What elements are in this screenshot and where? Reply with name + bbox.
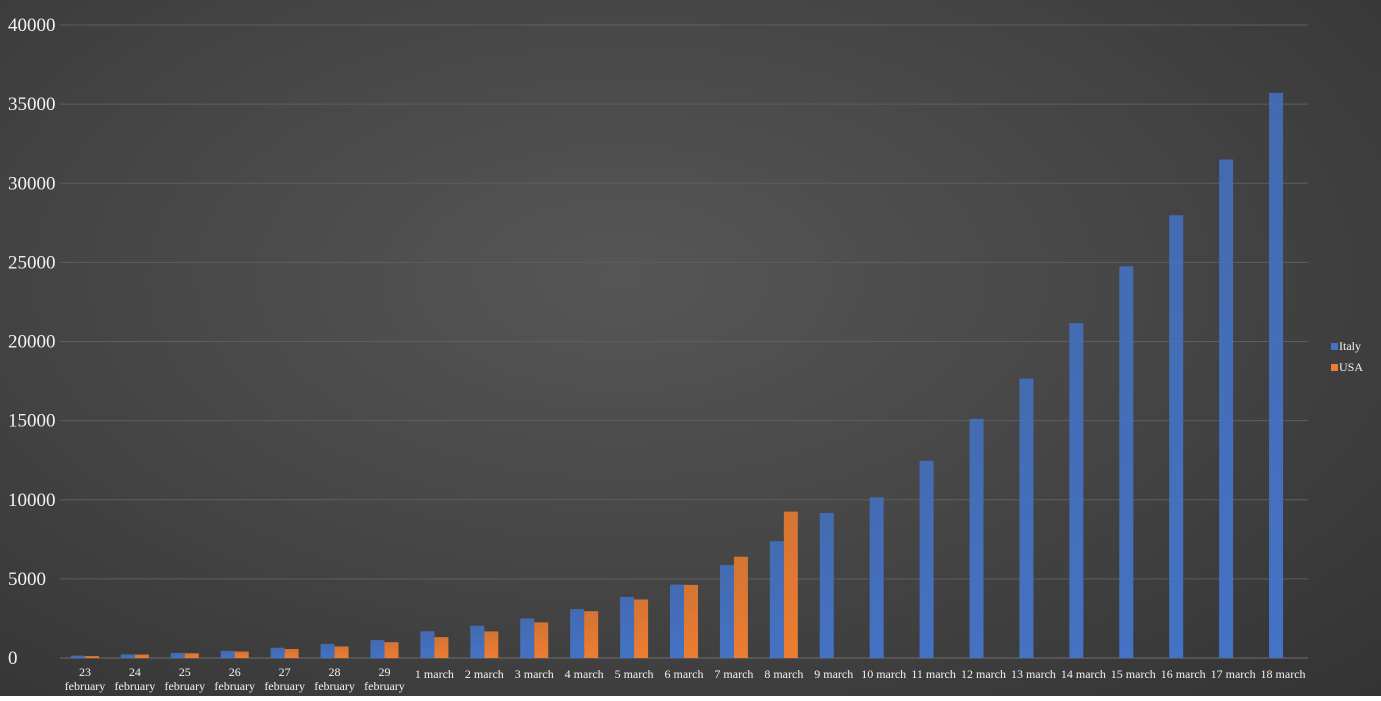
y-tick-label: 35000	[8, 94, 56, 115]
bar-italy	[919, 460, 934, 658]
bar-italy	[869, 497, 884, 658]
x-tick-label: 10 march	[861, 667, 906, 681]
bar-italy	[670, 584, 684, 658]
bar-usa	[134, 654, 149, 658]
bar-italy	[470, 625, 485, 658]
y-axis-ticks: 0 5000 10000 15000 20000 25000 30000 35000 40000	[8, 15, 56, 669]
bar-italy	[70, 655, 85, 658]
x-tick-label: 29 february	[364, 665, 405, 693]
y-tick-label: 15000	[8, 411, 56, 432]
gridlines	[60, 24, 1308, 659]
x-tick-label: 26 february	[214, 665, 255, 693]
x-tick-label: 1 march	[415, 667, 454, 681]
y-tick-label: 10000	[8, 490, 56, 511]
x-tick-label: 12 march	[961, 667, 1006, 681]
y-tick-label: 40000	[8, 15, 56, 36]
x-tick-label: 18 march	[1261, 667, 1306, 681]
bar-usa	[334, 646, 349, 658]
x-axis-ticks: 23 february 24 february 25 february 26 february…	[65, 665, 1306, 693]
bars	[70, 92, 1284, 659]
x-tick-label: 27 february	[264, 665, 305, 693]
y-tick-label: 0	[8, 648, 18, 669]
x-tick-label: 24 february	[115, 665, 156, 693]
bar-italy	[769, 541, 784, 658]
y-tick-label: 5000	[8, 569, 46, 590]
bar-italy	[270, 647, 285, 658]
y-tick-label: 25000	[8, 252, 56, 273]
bar-italy	[570, 609, 585, 658]
bar-italy	[420, 631, 435, 658]
legend-swatch-italy	[1331, 343, 1338, 350]
bar-italy	[819, 512, 834, 658]
bar-usa	[434, 637, 449, 658]
bar-italy	[220, 650, 235, 658]
x-tick-label: 9 march	[814, 667, 853, 681]
bar-usa	[733, 556, 748, 658]
bar-italy	[320, 643, 335, 658]
x-tick-label: 4 march	[565, 667, 604, 681]
y-tick-label: 20000	[8, 332, 56, 353]
bar-usa	[634, 599, 649, 658]
x-tick-label: 11 march	[911, 667, 956, 681]
x-tick-label: 13 march	[1011, 667, 1056, 681]
bar-usa	[384, 642, 399, 658]
legend-swatch-usa	[1331, 364, 1338, 371]
x-tick-label: 23 february	[65, 665, 106, 693]
bar-usa	[584, 611, 599, 658]
x-tick-label: 7 march	[714, 667, 753, 681]
bar-usa	[184, 653, 199, 658]
bar-usa	[84, 656, 99, 658]
legend: Italy USA	[1331, 339, 1363, 374]
bar-usa	[284, 648, 299, 658]
bar-usa	[234, 651, 249, 658]
bar-italy	[719, 564, 734, 658]
x-tick-label: 2 march	[465, 667, 504, 681]
x-tick-label: 3 march	[515, 667, 554, 681]
bar-italy	[620, 596, 635, 658]
bar-italy	[969, 418, 984, 658]
bar-italy	[520, 618, 535, 658]
x-tick-label: 17 march	[1211, 667, 1256, 681]
x-tick-label: 6 march	[665, 667, 704, 681]
x-tick-label: 16 march	[1161, 667, 1206, 681]
legend-label-usa: USA	[1339, 360, 1363, 374]
x-tick-label: 8 march	[764, 667, 803, 681]
bar-usa	[684, 584, 698, 658]
bar-italy	[1169, 215, 1184, 659]
bar-italy	[1269, 92, 1284, 658]
bar-italy	[1219, 159, 1234, 658]
x-tick-label: 25 february	[164, 665, 205, 693]
bar-italy	[170, 652, 185, 658]
bar-italy	[1119, 266, 1134, 658]
x-tick-label: 28 february	[314, 665, 355, 693]
x-tick-label: 15 march	[1111, 667, 1156, 681]
bar-usa	[534, 622, 549, 658]
bar-italy	[1069, 323, 1084, 658]
bar-usa	[484, 631, 499, 658]
x-tick-label: 14 march	[1061, 667, 1106, 681]
bar-italy	[370, 640, 385, 658]
bar-italy	[120, 654, 135, 658]
legend-label-italy: Italy	[1339, 339, 1361, 353]
bar-usa	[783, 511, 798, 658]
bar-italy	[1019, 378, 1034, 658]
y-tick-label: 30000	[8, 173, 56, 194]
x-tick-label: 5 march	[615, 667, 654, 681]
